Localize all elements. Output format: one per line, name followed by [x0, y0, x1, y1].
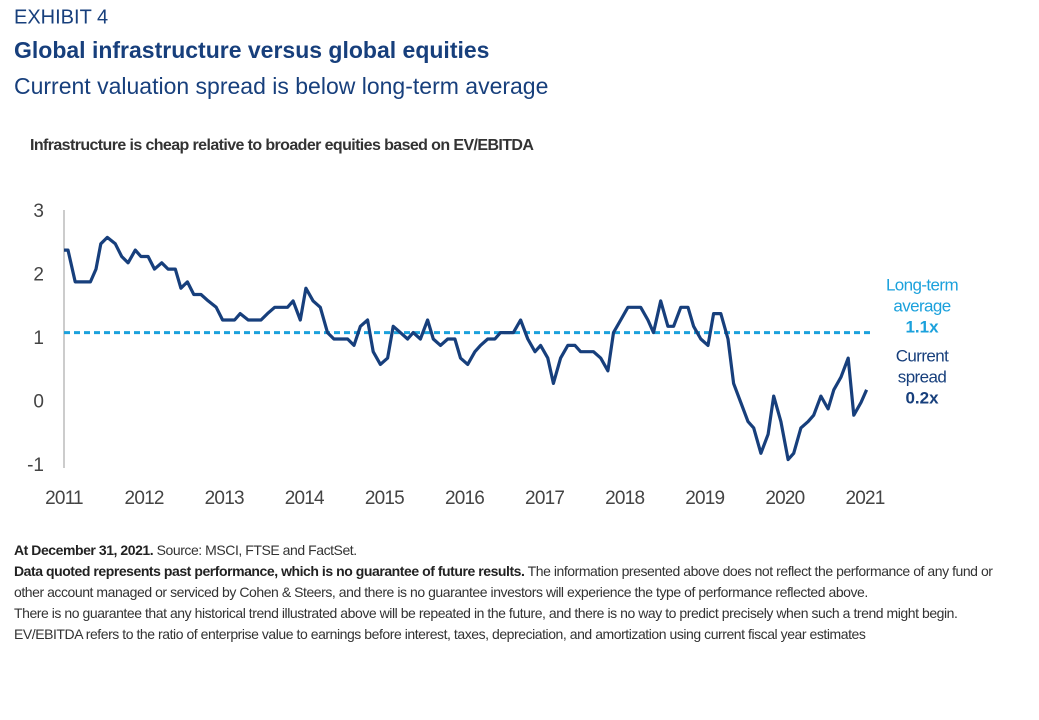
- annotation-text: spread: [898, 367, 947, 386]
- x-tick-label: 2017: [525, 488, 564, 509]
- x-tick-label: 2020: [765, 488, 804, 509]
- y-tick-label: -1: [27, 455, 44, 476]
- footnote-text: At December 31, 2021.: [14, 542, 154, 558]
- x-tick-label: 2015: [365, 488, 404, 509]
- title: Global infrastructure versus global equi…: [14, 37, 489, 63]
- x-tick-label: 2019: [685, 488, 724, 509]
- y-tick-label: 0: [33, 392, 44, 413]
- footnote-text: Source: MSCI, FTSE and FactSet.: [153, 542, 357, 558]
- y-tick-label: 3: [33, 201, 44, 222]
- annotation-text: Current: [896, 346, 949, 365]
- footnote-text: The information presented above does not…: [14, 563, 993, 600]
- subtitle: Current valuation spread is below long-t…: [14, 73, 548, 99]
- annotation-text: Long-term: [886, 275, 959, 294]
- footnote-text: There is no guarantee that any historica…: [14, 605, 958, 642]
- footnote: At December 31, 2021. Source: MSCI, FTSE…: [14, 540, 1024, 561]
- chart: EXHIBIT 4 Global infrastructure versus g…: [14, 6, 959, 509]
- data-line: [64, 235, 869, 462]
- x-tick-label: 2021: [845, 488, 884, 509]
- y-tick-label: 1: [33, 328, 44, 349]
- footer: At December 31, 2021. Source: MSCI, FTSE…: [14, 540, 1024, 645]
- x-tick-label: 2016: [445, 488, 484, 509]
- chart-title: Infrastructure is cheap relative to broa…: [30, 137, 534, 154]
- x-tick-label: 2012: [125, 488, 164, 509]
- annotation-value: 1.1x: [905, 317, 939, 336]
- footnote-text: Data quoted represents past performance,…: [14, 563, 525, 579]
- annotation-text: average: [893, 296, 950, 315]
- x-tick-label: 2011: [45, 488, 83, 509]
- exhibit-label: EXHIBIT 4: [14, 6, 108, 28]
- annotation-value: 0.2x: [905, 388, 939, 407]
- footnote: Data quoted represents past performance,…: [14, 561, 1024, 603]
- x-tick-label: 2014: [285, 488, 325, 509]
- x-tick-label: 2013: [205, 488, 244, 509]
- x-tick-label: 2018: [605, 488, 644, 509]
- footnote: There is no guarantee that any historica…: [14, 603, 1024, 645]
- y-tick-label: 2: [33, 265, 44, 286]
